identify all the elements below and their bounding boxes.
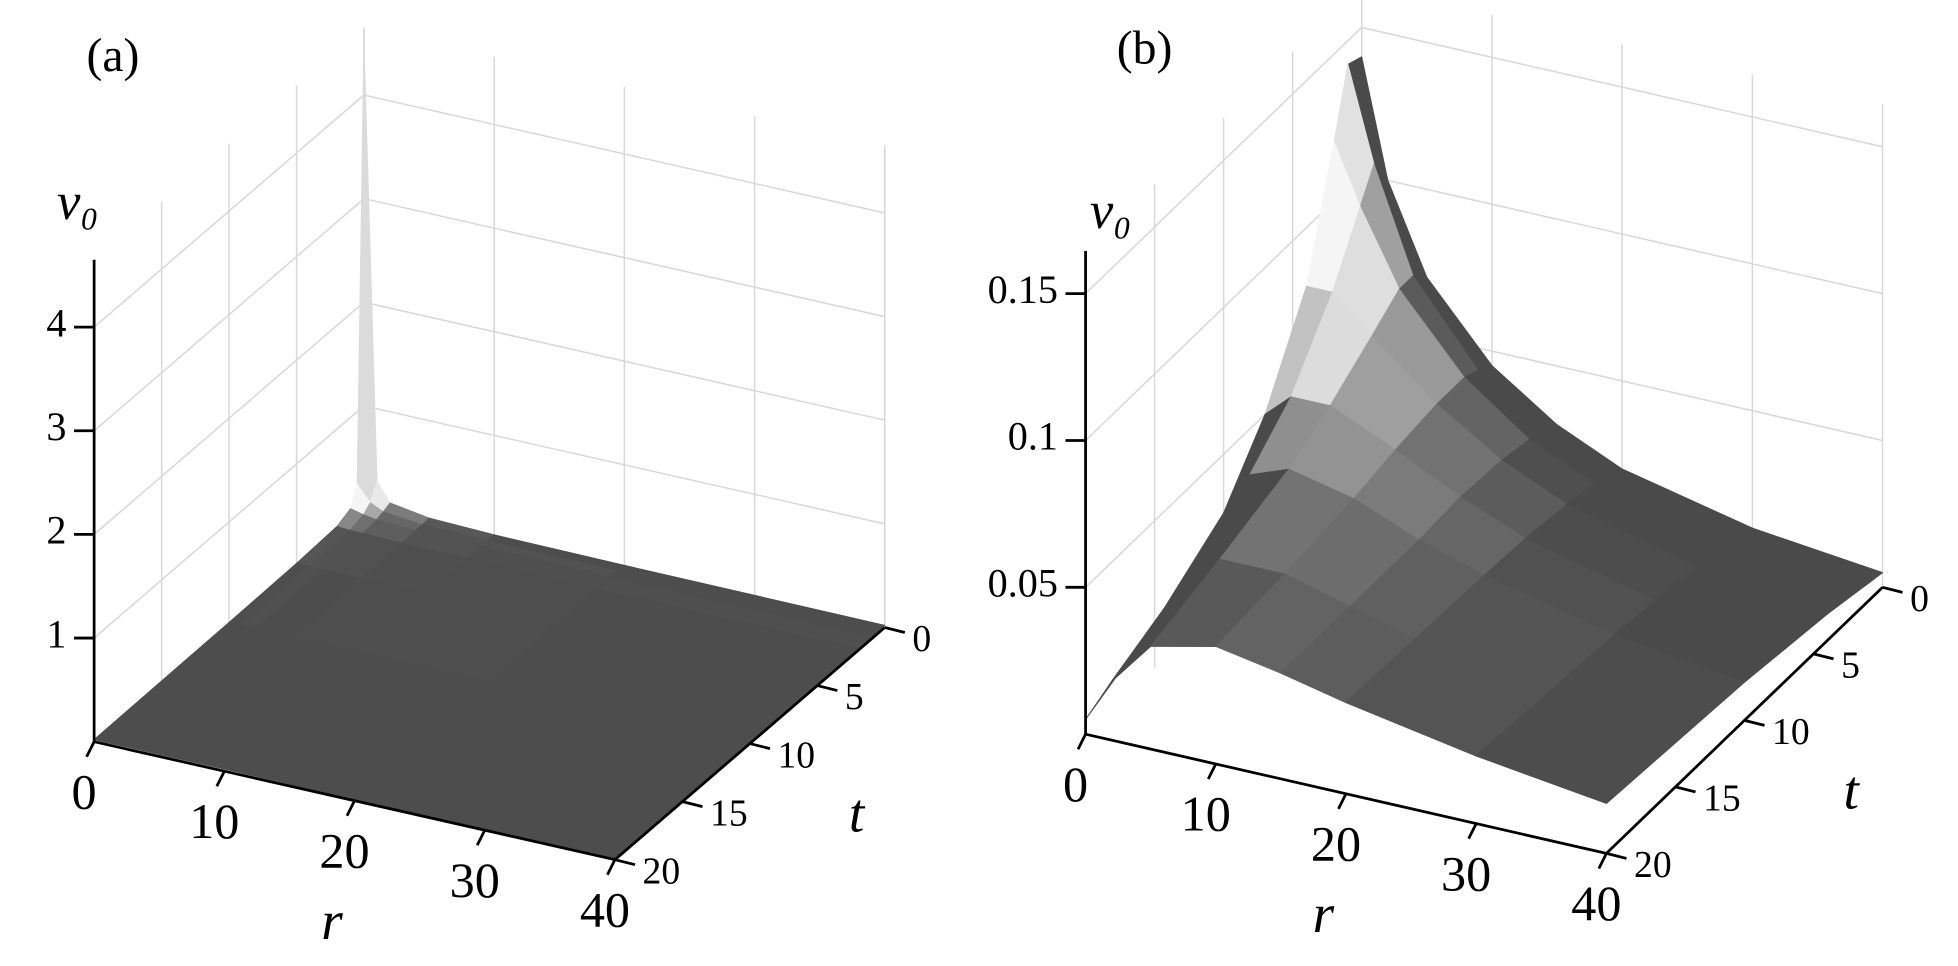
- grid-line: [93, 94, 885, 328]
- y-tick-label: 20: [643, 850, 681, 892]
- figure-body: 010203040051015201234rtv₀(a)010203040051…: [46, 0, 1929, 951]
- tick-mark: [614, 858, 636, 867]
- y-tick-label: 10: [1772, 711, 1810, 753]
- y-tick-label: 0: [912, 618, 931, 660]
- tick-mark: [1597, 852, 1608, 870]
- grid-line: [1085, 26, 1883, 295]
- y-tick-label: 10: [777, 734, 815, 776]
- x-axis-label: r: [1313, 883, 1335, 944]
- x-tick-label: 20: [319, 822, 369, 878]
- tick-mark: [215, 770, 226, 787]
- tick-mark: [1606, 852, 1627, 860]
- tick-mark: [475, 829, 486, 846]
- tick-mark: [1744, 719, 1765, 727]
- tick-mark: [1207, 763, 1218, 780]
- z-tick-label: 3: [46, 404, 66, 449]
- surface-patch: [1475, 694, 1676, 804]
- tick-mark: [85, 741, 96, 758]
- tick-mark: [1337, 793, 1348, 810]
- y-axis-label: t: [849, 783, 866, 844]
- y-tick-label: 15: [1703, 778, 1741, 820]
- x-tick-label: 40: [1571, 875, 1621, 931]
- tick-mark: [884, 626, 906, 634]
- y-tick-label: 5: [845, 676, 864, 718]
- z-tick-label: 0.1: [1008, 414, 1058, 459]
- x-tick-label: 10: [189, 793, 239, 849]
- x-tick-label: 0: [1063, 756, 1088, 812]
- x-tick-label: 40: [580, 881, 630, 937]
- tick-mark: [606, 859, 617, 876]
- grid-line: [93, 197, 885, 432]
- tick-mark: [1813, 652, 1834, 661]
- tick-mark: [1882, 586, 1903, 594]
- z-tick-label: 1: [46, 611, 66, 656]
- z-axis-label: v₀: [57, 173, 99, 231]
- y-tick-label: 20: [1634, 844, 1672, 886]
- y-tick-label: 5: [1841, 645, 1860, 687]
- y-tick-label: 15: [710, 792, 748, 834]
- tick-mark: [816, 684, 838, 692]
- panel-label: (b): [1117, 23, 1173, 75]
- surface-patch: [356, 42, 378, 504]
- grid-line: [93, 301, 885, 535]
- z-tick-label: 2: [46, 508, 66, 553]
- tick-mark: [682, 800, 703, 808]
- z-tick-label: 4: [46, 300, 66, 345]
- x-tick-label: 30: [1441, 845, 1491, 901]
- z-tick-label: 0.05: [988, 561, 1058, 606]
- panel-label: (a): [86, 30, 139, 82]
- x-tick-label: 10: [1181, 786, 1231, 842]
- tick-mark: [1467, 822, 1478, 840]
- x-tick-label: 0: [72, 763, 97, 819]
- z-tick-label: 0.15: [988, 267, 1058, 312]
- x-tick-label: 30: [450, 852, 500, 908]
- panel: 0 10 20 30 40 0 5 10 15 20 1 2 3 4 r t v₀ (a): [46, 27, 931, 951]
- tick-mark: [1076, 733, 1087, 750]
- tick-mark: [345, 800, 356, 817]
- tick-mark: [1675, 785, 1696, 794]
- x-axis-label: r: [321, 890, 343, 951]
- tick-mark: [749, 742, 771, 750]
- x-tick-label: 20: [1311, 816, 1361, 872]
- z-axis-label: v₀: [1090, 182, 1132, 240]
- panel: 0 10 20 30 40 0 5 10 15 20 0.05 0.1 0.15 r t v₀ (b): [988, 0, 1929, 944]
- y-tick-label: 0: [1910, 578, 1929, 620]
- y-axis-label: t: [1843, 759, 1860, 820]
